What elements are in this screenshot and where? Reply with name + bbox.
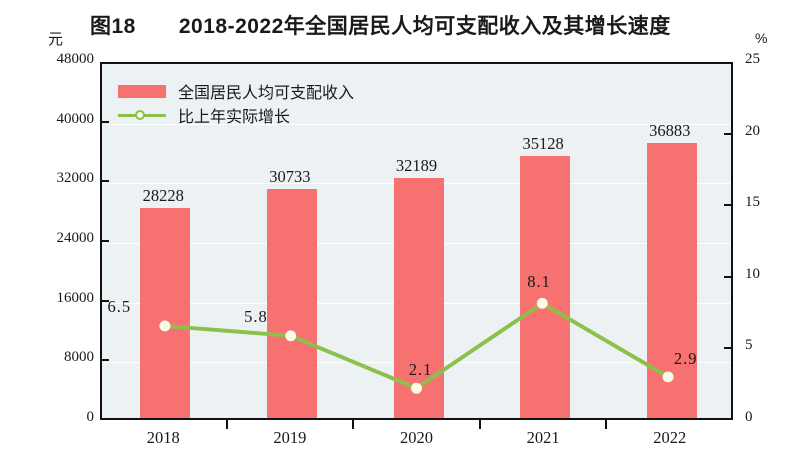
right-tick-label-5: 5	[745, 337, 753, 354]
x-tick-mark	[352, 420, 355, 429]
x-tick-mark	[478, 420, 481, 429]
growth-value-label-2020: 2.1	[408, 359, 433, 379]
left-tick-label-0: 0	[86, 409, 95, 425]
bar-value-label-2018: 28228	[142, 185, 184, 205]
right-tick-label-15: 15	[745, 194, 760, 211]
legend-item-income: 全国居民人均可支配收入	[118, 80, 354, 102]
gridline	[102, 123, 731, 125]
bar-2022	[646, 142, 697, 418]
legend-label-income: 全国居民人均可支配收入	[178, 85, 355, 102]
bar-value-label-2019: 30733	[269, 166, 311, 186]
x-tick-label-2021: 2021	[526, 428, 560, 447]
legend: 全国居民人均可支配收入 比上年实际增长	[118, 80, 354, 128]
legend-label-growth: 比上年实际增长	[178, 109, 291, 126]
growth-value-label-2021: 8.1	[527, 272, 551, 291]
right-tick-label-25: 25	[745, 51, 760, 67]
left-tick-label-40000: 40000	[56, 110, 95, 127]
right-tick-label-10: 10	[745, 265, 760, 282]
left-tick-mark	[100, 180, 109, 183]
x-tick-label-2020: 2020	[400, 428, 433, 447]
bar-2020	[393, 177, 444, 418]
bar-value-label-2021: 35128	[522, 134, 564, 153]
growth-value-label-2019: 5.8	[244, 306, 268, 326]
left-axis-unit-label: 元	[48, 31, 64, 48]
legend-item-growth: 比上年实际增长	[118, 104, 354, 126]
x-tick-mark	[605, 420, 608, 429]
growth-value-label-2022: 2.9	[673, 348, 698, 368]
right-tick-label-20: 20	[745, 122, 760, 139]
left-tick-label-48000: 48000	[56, 51, 95, 67]
growth-value-label-2018: 6.5	[107, 296, 132, 316]
bar-value-label-2022: 36883	[649, 120, 691, 140]
bar-swatch-icon	[118, 84, 166, 98]
right-tick-label-0: 0	[745, 409, 753, 425]
bar-value-label-2020: 32189	[395, 155, 438, 175]
bar-2019	[266, 188, 317, 418]
left-tick-mark	[100, 120, 109, 123]
chart-title: 图18 2018-2022年全国居民人均可支配收入及其增长速度	[90, 15, 671, 38]
line-swatch-icon	[118, 108, 166, 122]
x-tick-mark	[225, 420, 228, 429]
right-tick-mark	[724, 275, 733, 278]
x-tick-label-2019: 2019	[273, 428, 307, 447]
left-tick-mark	[100, 240, 109, 242]
right-tick-mark	[724, 204, 733, 207]
left-tick-label-16000: 16000	[56, 289, 95, 306]
right-axis-unit-label: %	[755, 30, 768, 46]
x-tick-label-2018: 2018	[146, 428, 180, 447]
left-tick-label-24000: 24000	[56, 230, 95, 246]
x-tick-label-2022: 2022	[653, 428, 687, 447]
plot-area	[100, 62, 733, 420]
right-tick-mark	[724, 347, 733, 350]
right-tick-mark	[724, 132, 733, 135]
left-tick-mark	[100, 359, 109, 362]
left-tick-mark	[100, 299, 109, 302]
left-tick-label-8000: 8000	[64, 349, 94, 366]
left-tick-label-32000: 32000	[56, 170, 95, 187]
